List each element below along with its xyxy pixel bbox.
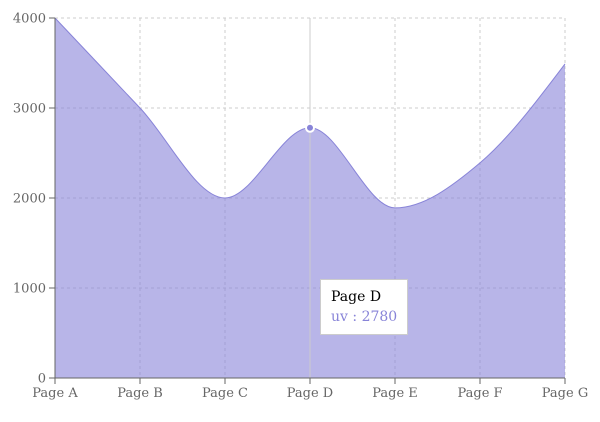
x-axis: Page A Page B Page C Page D Page E Page F Page…: [32, 377, 588, 401]
y-axis: 0 1000 2000 3000 4000: [13, 12, 56, 387]
dot-layer: [305, 122, 315, 133]
tooltip-series-name: uv: [331, 309, 348, 325]
y-tick-label: 0: [38, 372, 46, 387]
x-tick-label: Page B: [117, 386, 163, 401]
x-tick-label: Page A: [32, 386, 78, 401]
x-tick-label: Page F: [457, 386, 502, 401]
y-tick-label: 4000: [13, 12, 46, 27]
tooltip-label: Page D: [331, 289, 382, 305]
data-point[interactable]: [305, 122, 315, 133]
x-tick-label: Page G: [542, 386, 588, 401]
y-tick-label: 3000: [13, 102, 46, 117]
tooltip: Page D uv : 2780: [320, 279, 409, 335]
x-tick-label: Page C: [202, 386, 248, 401]
tooltip-value: 2780: [361, 309, 398, 325]
y-tick-label: 1000: [13, 282, 46, 297]
x-tick-label: Page D: [287, 386, 333, 401]
x-tick-label: Page E: [372, 386, 418, 401]
y-tick-label: 2000: [13, 192, 46, 207]
tooltip-separator: :: [347, 309, 362, 325]
tooltip-item: uv : 2780: [331, 309, 397, 325]
